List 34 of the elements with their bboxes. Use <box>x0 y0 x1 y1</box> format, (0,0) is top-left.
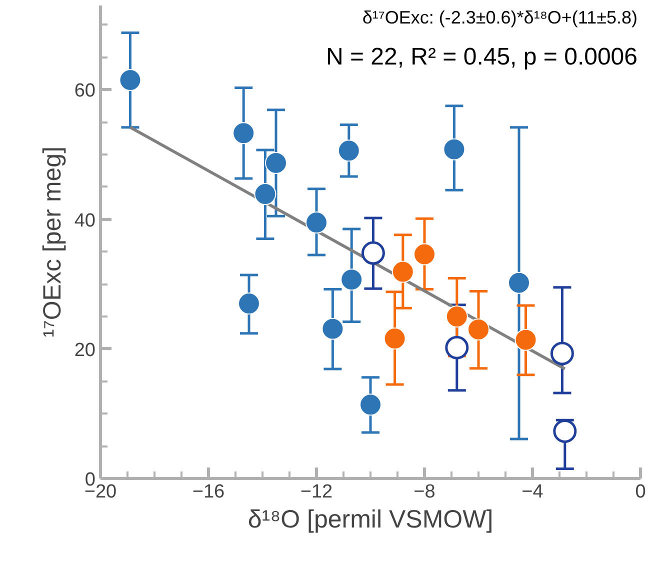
y-tick-label: 40 <box>74 210 96 232</box>
point <box>392 260 414 283</box>
point <box>338 140 360 162</box>
point <box>553 419 577 443</box>
point <box>238 292 260 315</box>
point <box>340 268 363 291</box>
y-axis-title: ¹⁷OExc [per meg] <box>38 146 66 338</box>
x-axis-title: δ¹⁸O [permil VSMOW] <box>248 506 494 534</box>
x-tick-label: −8 <box>414 482 436 502</box>
point <box>514 328 537 351</box>
annotation: δ¹⁷OExc: (-2.3±0.6)*δ¹⁸O+(11±5.8) <box>362 8 638 28</box>
point <box>508 272 530 294</box>
x-tick-label: 0 <box>635 482 646 502</box>
point <box>360 394 382 416</box>
point <box>254 183 276 206</box>
point <box>384 328 406 350</box>
point <box>443 138 466 160</box>
point <box>306 212 328 234</box>
y-tick-label: 20 <box>74 340 96 361</box>
x-tick-label: −12 <box>300 482 333 502</box>
point <box>414 243 436 266</box>
point <box>445 336 469 360</box>
point <box>550 342 574 366</box>
point <box>322 318 344 340</box>
point <box>232 122 255 144</box>
point <box>119 69 142 91</box>
x-tick-label: −16 <box>192 482 225 502</box>
annotation: N = 22, R² = 0.45, p = 0.0006 <box>326 44 638 70</box>
point <box>265 152 287 174</box>
point <box>446 306 468 328</box>
x-tick-label: −4 <box>522 482 544 502</box>
y-tick-label: 60 <box>74 80 96 102</box>
point <box>468 318 490 340</box>
point <box>361 241 385 265</box>
